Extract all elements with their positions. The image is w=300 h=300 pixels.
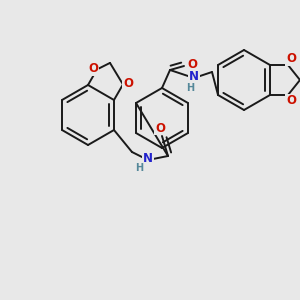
Text: N: N	[189, 70, 199, 83]
Text: O: O	[123, 77, 133, 90]
Text: O: O	[155, 122, 165, 134]
Text: O: O	[286, 94, 296, 107]
Text: O: O	[286, 52, 296, 65]
Text: H: H	[186, 83, 194, 93]
Text: N: N	[143, 152, 153, 166]
Text: O: O	[88, 62, 98, 75]
Text: O: O	[187, 58, 197, 70]
Text: H: H	[135, 163, 143, 173]
